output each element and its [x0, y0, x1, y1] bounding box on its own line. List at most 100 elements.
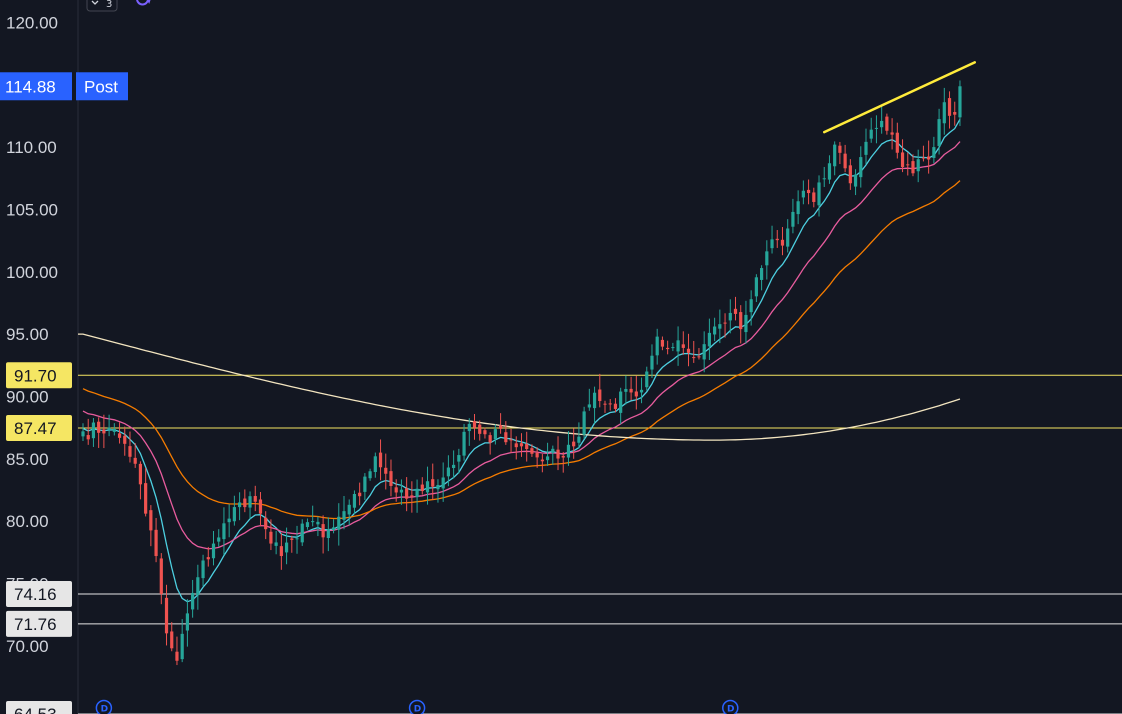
- candle: [624, 375, 628, 405]
- candle: [415, 479, 419, 513]
- candle: [81, 423, 85, 441]
- level-badge: [6, 701, 72, 714]
- candle: [483, 427, 487, 439]
- candle: [780, 227, 785, 256]
- candle: [592, 386, 597, 424]
- price-badges: 91.70 87.47 74.16 71.76 64.53 114.88 Post: [0, 72, 128, 714]
- candle: [812, 187, 816, 208]
- price-tick-label: 80.00: [6, 512, 49, 531]
- candle: [504, 421, 508, 445]
- candle: [927, 140, 931, 174]
- level-badge-label: 74.16: [14, 585, 57, 604]
- level-badge: [6, 580, 72, 607]
- candles: [81, 80, 962, 666]
- candle: [337, 503, 341, 546]
- candle: [232, 495, 236, 526]
- price-tick-label: 120.00: [6, 13, 58, 32]
- candle: [890, 118, 894, 150]
- candle: [164, 584, 169, 646]
- candle: [676, 326, 680, 366]
- candle: [316, 516, 320, 537]
- refresh-icon[interactable]: [136, 0, 151, 6]
- candle: [248, 491, 252, 520]
- candle: [749, 290, 753, 326]
- candle: [258, 492, 263, 527]
- candle: [467, 418, 471, 446]
- candle: [399, 479, 404, 505]
- candle: [603, 400, 607, 413]
- candle: [378, 439, 383, 481]
- candle: [97, 417, 101, 448]
- candle: [326, 517, 330, 552]
- candle: [154, 518, 158, 563]
- candle: [420, 477, 424, 495]
- candle: [175, 636, 179, 666]
- candle: [86, 418, 90, 445]
- session-label: Post: [84, 77, 118, 96]
- candle: [238, 492, 242, 521]
- moving-average-line: [82, 180, 961, 520]
- candle: [786, 219, 790, 253]
- candle: [180, 619, 184, 663]
- candle: [775, 230, 779, 248]
- candle: [452, 450, 456, 479]
- candle: [629, 376, 633, 401]
- candle: [880, 105, 884, 134]
- candle: [754, 274, 758, 303]
- candle: [634, 375, 638, 410]
- candle: [123, 426, 127, 456]
- candle: [431, 463, 435, 500]
- svg-text:D: D: [101, 704, 108, 714]
- candle: [525, 431, 529, 462]
- candle: [853, 169, 858, 196]
- candle: [373, 452, 377, 478]
- trendline-segment[interactable]: [822, 61, 976, 134]
- candle: [347, 499, 351, 526]
- candle: [911, 154, 915, 177]
- candle: [441, 462, 445, 502]
- candle: [457, 448, 461, 474]
- candle: [833, 141, 837, 176]
- candle: [655, 328, 659, 365]
- dividend-marker[interactable]: D: [408, 699, 426, 714]
- candle: [446, 455, 450, 487]
- price-tick-label: 90.00: [6, 387, 49, 406]
- candle: [358, 482, 362, 506]
- dividend-marker[interactable]: D: [722, 699, 739, 714]
- candle: [613, 398, 618, 413]
- trendline[interactable]: [822, 61, 976, 134]
- candle: [686, 333, 691, 367]
- candle: [217, 529, 221, 547]
- candle: [321, 515, 325, 554]
- horizontal-levels[interactable]: [78, 374, 1122, 714]
- candle: [619, 387, 623, 425]
- candle: [702, 331, 706, 373]
- interval-button[interactable]: [86, 0, 118, 12]
- chevron-down-icon: [91, 0, 99, 5]
- candle: [410, 481, 414, 513]
- candle: [947, 91, 952, 129]
- candle: [264, 511, 268, 540]
- candle: [551, 445, 555, 465]
- interval-count: 3: [106, 0, 112, 10]
- candle: [311, 505, 315, 527]
- candle: [713, 317, 717, 342]
- candle: [760, 265, 764, 291]
- candle: [493, 424, 497, 445]
- price-tick-label: 110.00: [6, 138, 57, 157]
- dividend-marker[interactable]: D: [95, 699, 113, 714]
- candle: [744, 300, 748, 344]
- candle: [284, 527, 289, 565]
- candle: [827, 155, 832, 184]
- price-tick-label: 70.00: [6, 637, 49, 656]
- session-badge: [76, 72, 128, 101]
- candle: [185, 599, 189, 647]
- price-tick-label: 95.00: [6, 325, 49, 344]
- candle: [582, 406, 586, 439]
- candle: [723, 313, 727, 338]
- candle: [765, 240, 769, 280]
- candle: [848, 159, 852, 190]
- candle: [572, 428, 576, 459]
